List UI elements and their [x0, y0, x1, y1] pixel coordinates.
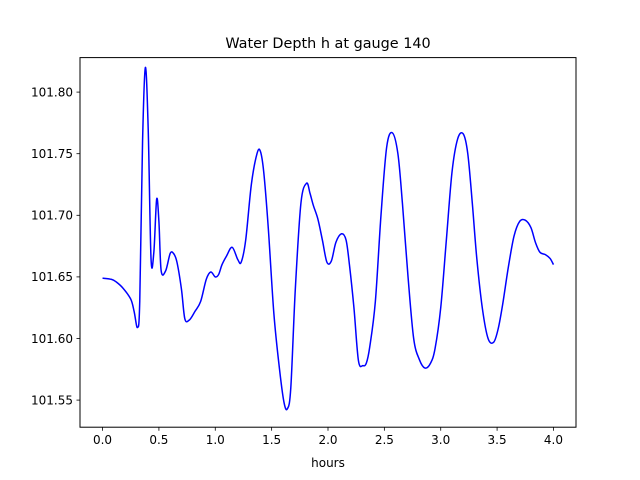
y-tick-label: 101.75: [31, 147, 73, 161]
x-tick-label: 2.0: [318, 433, 337, 447]
x-tick-label: 1.0: [206, 433, 225, 447]
x-tick-label: 4.0: [544, 433, 563, 447]
y-tick-label: 101.60: [31, 332, 73, 346]
chart-title: Water Depth h at gauge 140: [225, 36, 430, 52]
y-tick-label: 101.55: [31, 393, 73, 407]
y-tick-label: 101.70: [31, 209, 73, 223]
y-tick-label: 101.80: [31, 85, 73, 99]
x-tick-label: 2.5: [375, 433, 394, 447]
x-tick-label: 0.5: [149, 433, 168, 447]
series-line-0: [102, 66, 555, 411]
x-tick-label: 1.5: [262, 433, 281, 447]
plot-frame: [79, 57, 577, 428]
y-tick-label: 101.65: [31, 270, 73, 284]
x-tick-label: 0.0: [93, 433, 112, 447]
x-tick-label: 3.0: [431, 433, 450, 447]
x-tick-label: 3.5: [488, 433, 507, 447]
x-axis-label: hours: [311, 456, 345, 470]
